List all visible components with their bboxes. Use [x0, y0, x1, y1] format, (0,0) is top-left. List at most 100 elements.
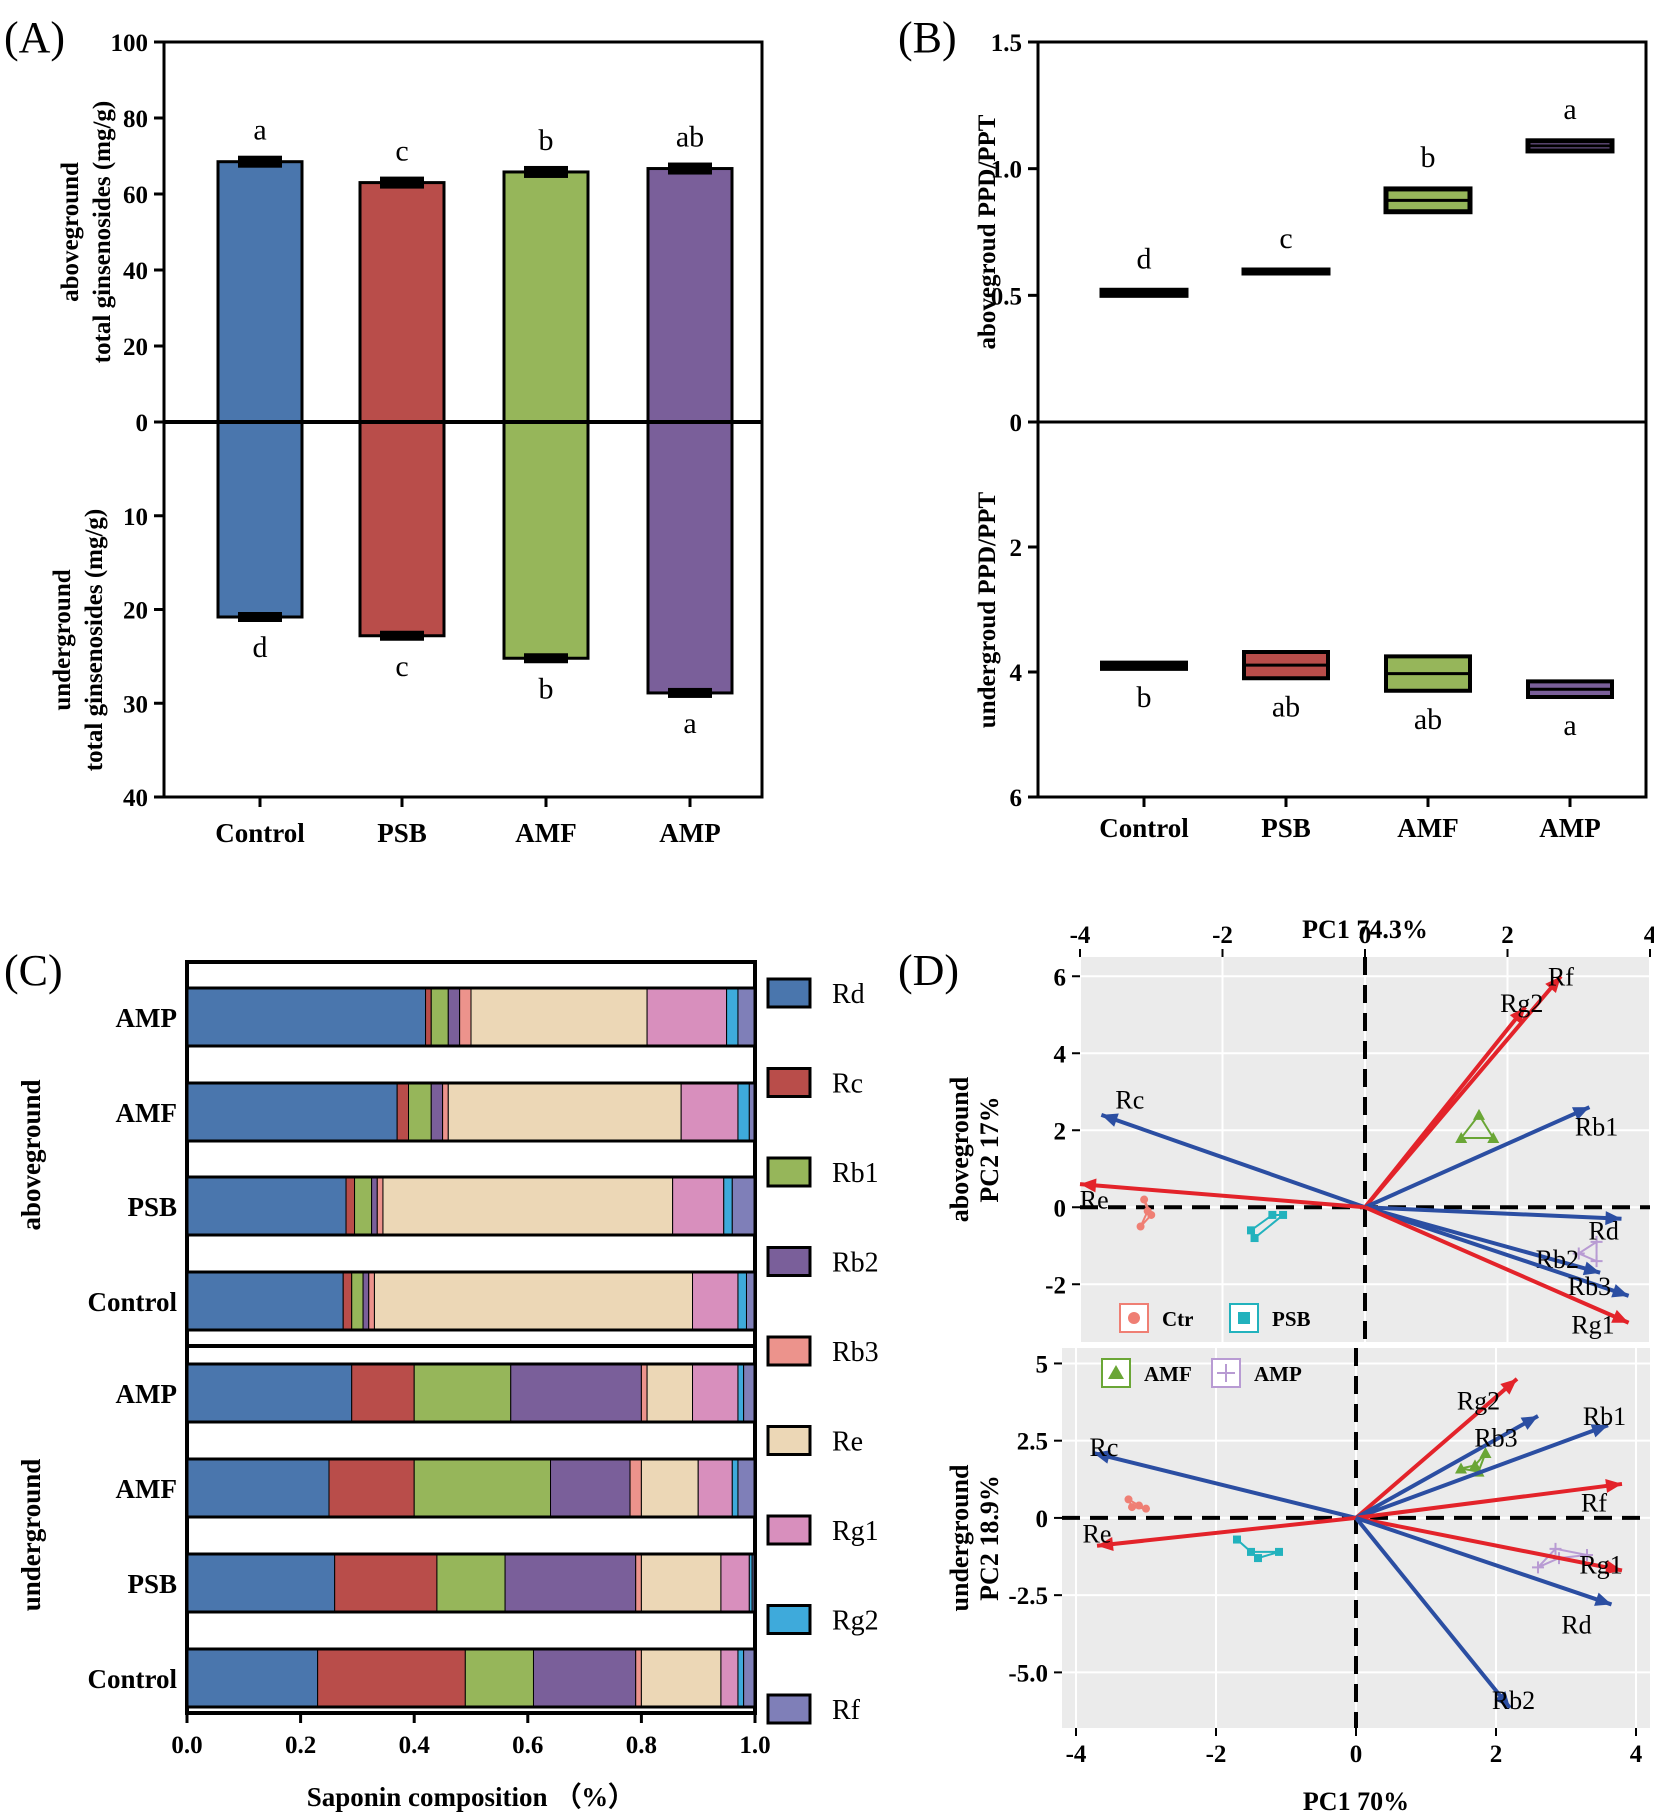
segment-rb1 — [436, 1553, 506, 1613]
vector-arrowhead — [1582, 1261, 1601, 1276]
row-label: AMF — [116, 1098, 177, 1128]
vector-arrowhead — [1605, 1479, 1622, 1493]
point-ctr — [1142, 1504, 1150, 1513]
segment-rc — [334, 1553, 438, 1613]
segment-rg1 — [692, 1271, 739, 1331]
x-tick-label: PSB — [377, 818, 427, 848]
vector-label: Re — [1080, 1186, 1109, 1215]
segment-rf — [731, 1176, 756, 1236]
legend-label: Rb2 — [832, 1248, 879, 1279]
vector-arrowhead — [1080, 1178, 1097, 1193]
vector-label: Rb2 — [1536, 1245, 1579, 1274]
x-tick-label: -2 — [1206, 1741, 1227, 1768]
segment-rb2 — [362, 1271, 370, 1331]
point-psb — [1247, 1547, 1255, 1556]
loading-vector-re — [1079, 1182, 1366, 1210]
segment-rg1 — [720, 1553, 750, 1613]
row-label: AMF — [116, 1474, 177, 1504]
row-outline — [185, 1175, 757, 1237]
y-tick-label: 0 — [1054, 1195, 1067, 1222]
loading-vector-rg1 — [1355, 1515, 1623, 1573]
plot-frame — [162, 40, 764, 799]
significance-letter: d — [253, 631, 268, 664]
vector-label: Rg1 — [1571, 1311, 1614, 1340]
x-tick-label: -4 — [1070, 922, 1091, 949]
significance-letter: b — [539, 672, 554, 705]
x-tick-label: PSB — [1261, 813, 1311, 843]
segment-rg1 — [697, 1458, 733, 1518]
segment-rg2 — [723, 1176, 733, 1236]
y-axis-label-line: PC2 18.9% — [975, 1475, 1004, 1601]
x-tick-label: 0.0 — [171, 1732, 202, 1759]
error-bar — [238, 155, 282, 168]
point-ctr — [1124, 1495, 1133, 1504]
y-tick-label: 40 — [123, 785, 148, 812]
vector-label: Rc — [1090, 1433, 1119, 1462]
segment-re — [382, 1176, 674, 1236]
y-tick-label: 6 — [1010, 785, 1023, 812]
panel-b: (B) 1.5 1.0 0.5 0 2 4 6 d b Control c ab PSB b ab AMF a a… — [898, 13, 1648, 843]
y-tick-label: 40 — [123, 258, 148, 285]
significance-letter: ab — [1272, 690, 1300, 723]
row-label: AMP — [116, 1379, 177, 1409]
y-tick-label: 20 — [123, 334, 148, 361]
x-tick-label: 4 — [1644, 922, 1654, 949]
point-amf — [1479, 1447, 1492, 1459]
y-tick-label: 30 — [123, 691, 148, 718]
point-psb — [1250, 1234, 1259, 1243]
segment-rd — [186, 1176, 347, 1236]
vector-arrowhead — [1605, 1211, 1622, 1226]
error-bar — [380, 176, 424, 189]
segment-re — [640, 1648, 722, 1708]
legend-swatch-rg2 — [766, 1604, 812, 1635]
segment-rc — [345, 1176, 356, 1236]
legend-marker — [1128, 1312, 1140, 1324]
x-tick-label: 4 — [1630, 1741, 1643, 1768]
x-tick-label: 0 — [1359, 922, 1372, 949]
segment-rc — [351, 1363, 415, 1423]
vector-label: Rg1 — [1579, 1550, 1622, 1579]
segment-rb1 — [413, 1458, 552, 1518]
y-tick-label: 20 — [123, 598, 148, 625]
segment-rb3 — [459, 987, 472, 1047]
y-axis-label-top: abovegroud PPD/PPT — [974, 114, 1001, 349]
segment-rg1 — [672, 1176, 725, 1236]
y-axis-label: undergroundPC2 18.9% — [945, 1464, 1004, 1611]
segment-rb2 — [504, 1553, 637, 1613]
segment-rb1 — [464, 1648, 534, 1708]
x-tick-label: Control — [1099, 813, 1189, 843]
significance-letter: b — [539, 124, 554, 157]
significance-letter: ab — [676, 121, 704, 154]
x-tick-label: AMP — [659, 818, 720, 848]
legend-label: Ctr — [1162, 1307, 1193, 1331]
point-psb — [1233, 1535, 1241, 1544]
significance-letter: c — [395, 650, 408, 683]
vector-arrowhead — [1604, 1560, 1622, 1575]
panel-c-label: (C) — [4, 946, 63, 995]
point-amf — [1487, 1131, 1500, 1143]
segment-rg2 — [737, 1082, 750, 1142]
point-psb — [1268, 1210, 1277, 1219]
y-tick-label: 0 — [136, 410, 149, 437]
segment-re — [640, 1553, 722, 1613]
vector-arrowhead — [1611, 1284, 1629, 1298]
bar-amf — [502, 170, 590, 660]
x-tick-label: 0.2 — [285, 1732, 316, 1759]
y-tick-label: 100 — [111, 30, 149, 57]
significance-letter: b — [1421, 141, 1436, 174]
vector-label: Rb2 — [1492, 1686, 1535, 1715]
row-label: Control — [87, 1287, 177, 1317]
vector-arrowhead — [1500, 1378, 1517, 1395]
error-bar — [668, 687, 712, 698]
vector-label: Rg2 — [1500, 989, 1543, 1018]
row-label: PSB — [127, 1569, 177, 1599]
x-tick-label: 2 — [1490, 1741, 1503, 1768]
vector-label: Rd — [1589, 1216, 1619, 1245]
point-amp — [1590, 1235, 1603, 1248]
legend-swatch-rg1 — [766, 1514, 812, 1546]
y-tick-label: 10 — [123, 504, 148, 531]
legend-label: Rd — [832, 979, 865, 1010]
loading-vector-rb1 — [1355, 1423, 1609, 1520]
